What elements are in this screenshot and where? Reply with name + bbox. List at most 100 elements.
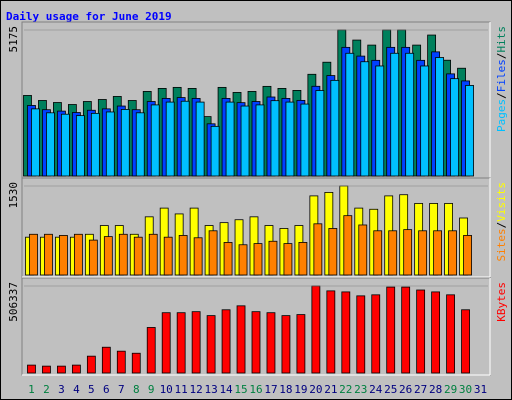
bar	[57, 365, 66, 374]
x-tick-label: 18	[279, 383, 292, 396]
x-tick-label: 22	[339, 383, 352, 396]
x-tick-label: 21	[324, 383, 337, 396]
bar	[388, 230, 398, 276]
bar	[238, 244, 248, 276]
bar	[116, 350, 126, 374]
x-tick-label: 19	[294, 383, 307, 396]
legend-entry: Hits	[495, 26, 508, 53]
x-tick-label: 31	[474, 383, 487, 396]
x-tick-label: 17	[264, 383, 277, 396]
bar	[345, 52, 355, 177]
y-tick-label: 506337	[7, 282, 20, 322]
bar	[240, 105, 250, 177]
bar	[268, 240, 278, 276]
x-tick-label: 8	[133, 383, 140, 396]
bar	[208, 230, 218, 276]
bar	[146, 327, 156, 374]
bar	[360, 61, 370, 177]
bar	[206, 315, 216, 374]
bar	[463, 235, 472, 276]
bar	[176, 312, 186, 374]
bar	[195, 101, 205, 177]
bar	[148, 233, 158, 276]
x-tick-label: 11	[175, 383, 188, 396]
x-tick-label: 16	[249, 383, 262, 396]
x-tick-label: 29	[444, 383, 457, 396]
bar	[281, 315, 291, 374]
legend-separator: /	[495, 53, 508, 60]
y-tick-label: 1530	[7, 182, 20, 209]
bar	[328, 228, 338, 276]
bar	[341, 291, 351, 374]
bar	[375, 65, 385, 177]
bar	[210, 125, 220, 177]
x-tick-label: 2	[43, 383, 50, 396]
bar	[29, 233, 38, 276]
x-tick-label: 12	[190, 383, 203, 396]
bar	[59, 235, 68, 276]
y-tick-label: 5175	[7, 26, 20, 53]
x-tick-label: 5	[88, 383, 95, 396]
bar	[448, 230, 457, 276]
bar	[86, 355, 96, 374]
x-tick-label: 26	[399, 383, 412, 396]
legend-entry: Sites	[495, 228, 508, 261]
bar	[446, 294, 455, 374]
bar	[420, 65, 430, 177]
bar	[71, 364, 81, 374]
legend-separator: /	[495, 222, 508, 229]
bar	[118, 233, 128, 276]
x-tick-label: 7	[118, 383, 125, 396]
bar	[61, 113, 70, 177]
x-tick-label: 25	[384, 383, 397, 396]
bar	[253, 243, 263, 276]
bar	[88, 239, 98, 276]
bar	[193, 237, 203, 276]
legend-entry: Visits	[495, 182, 508, 222]
bar	[103, 236, 113, 276]
bar	[191, 311, 201, 374]
bar	[73, 233, 83, 276]
bar	[300, 103, 310, 177]
bar	[27, 364, 36, 374]
bar	[330, 79, 340, 177]
bar	[236, 305, 246, 374]
x-tick-label: 10	[160, 383, 173, 396]
bar	[431, 291, 441, 374]
bar	[313, 223, 323, 276]
x-tick-label: 24	[369, 383, 383, 396]
bar	[180, 100, 190, 177]
bar	[101, 346, 111, 374]
bar	[150, 104, 160, 177]
x-tick-label: 3	[58, 383, 65, 396]
bar	[450, 78, 459, 177]
bar	[31, 108, 40, 177]
bar	[283, 243, 293, 276]
bar	[221, 309, 231, 374]
bar	[270, 100, 280, 177]
bar	[315, 90, 325, 177]
bar	[223, 242, 233, 276]
x-tick-label: 14	[219, 383, 233, 396]
x-tick-label: 28	[429, 383, 442, 396]
bar	[75, 115, 85, 177]
bar	[255, 104, 265, 177]
bar	[386, 286, 396, 374]
bar	[465, 85, 474, 177]
bar	[44, 233, 53, 276]
bar	[433, 230, 443, 276]
bar	[161, 312, 171, 374]
legend: KBytes	[495, 282, 508, 322]
bar	[401, 286, 411, 374]
x-tick-label: 6	[103, 383, 110, 396]
legend-entry: KBytes	[495, 282, 508, 322]
bar	[120, 109, 130, 177]
bar	[131, 352, 141, 374]
x-tick-label: 20	[309, 383, 322, 396]
bar	[326, 290, 336, 374]
bar	[311, 285, 321, 374]
x-tick-label: 9	[148, 383, 155, 396]
bar	[371, 294, 381, 374]
bar	[403, 229, 413, 276]
